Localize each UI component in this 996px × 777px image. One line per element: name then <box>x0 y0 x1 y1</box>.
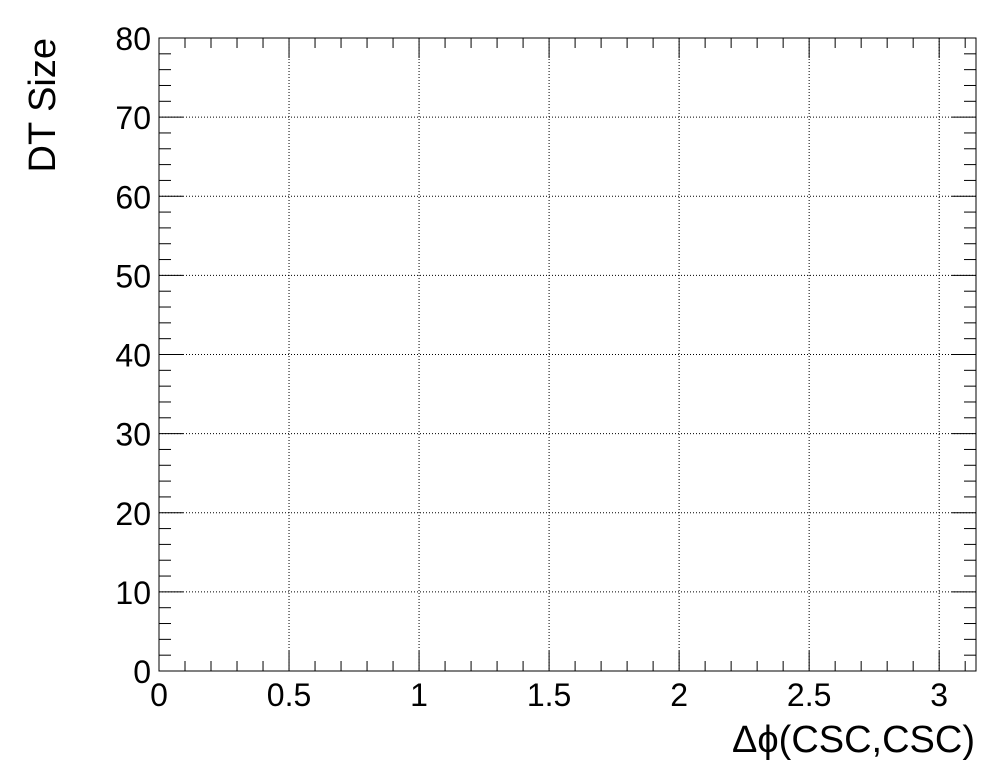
y-tick-label: 80 <box>115 21 151 57</box>
x-axis-title: Δϕ(CSC,CSC) <box>732 719 975 761</box>
y-tick-labels: 0 10 20 30 40 50 60 70 80 <box>115 21 151 690</box>
y-tick-label: 50 <box>115 258 151 294</box>
x-tick-label: 2 <box>670 677 688 713</box>
y-axis-title: DT Size <box>22 38 64 172</box>
y-tick-label: 20 <box>115 496 151 532</box>
x-tick-label: 1.5 <box>527 677 571 713</box>
x-tick-label: 0 <box>150 677 168 713</box>
x-tick-label: 1 <box>410 677 428 713</box>
axis-ticks <box>158 37 976 672</box>
y-tick-label: 60 <box>115 179 151 215</box>
y-tick-label: 70 <box>115 100 151 136</box>
x-tick-label: 0.5 <box>267 677 311 713</box>
y-tick-label: 10 <box>115 575 151 611</box>
y-tick-label: 40 <box>115 338 151 374</box>
x-tick-label: 3 <box>930 677 948 713</box>
x-tick-label: 2.5 <box>787 677 831 713</box>
y-tick-label: 0 <box>133 654 151 690</box>
y-tick-label: 30 <box>115 417 151 453</box>
grid-lines <box>159 38 976 671</box>
x-tick-labels: 0 0.5 1 1.5 2 2.5 3 <box>150 677 948 713</box>
